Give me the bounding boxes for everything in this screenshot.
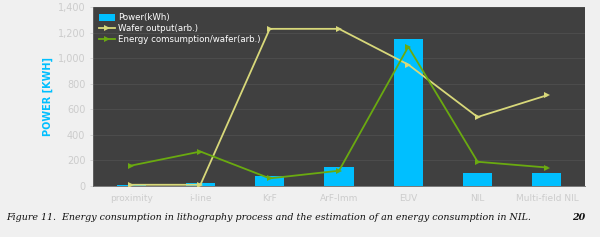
Bar: [116, 185, 146, 186]
Y-axis label: POWER [KWH]: POWER [KWH]: [43, 57, 53, 136]
Text: Figure 11.  Energy consumption in lithography process and the estimation of an e: Figure 11. Energy consumption in lithogr…: [6, 213, 531, 222]
Legend: Power(kWh), Wafer output(arb.), Energy comsumption/wafer(arb.): Power(kWh), Wafer output(arb.), Energy c…: [97, 11, 262, 46]
Bar: [463, 173, 492, 186]
Bar: [325, 167, 353, 186]
Text: 20: 20: [572, 213, 585, 222]
Bar: [532, 173, 562, 186]
Bar: [394, 39, 423, 186]
Bar: [186, 183, 215, 186]
Bar: [255, 176, 284, 186]
